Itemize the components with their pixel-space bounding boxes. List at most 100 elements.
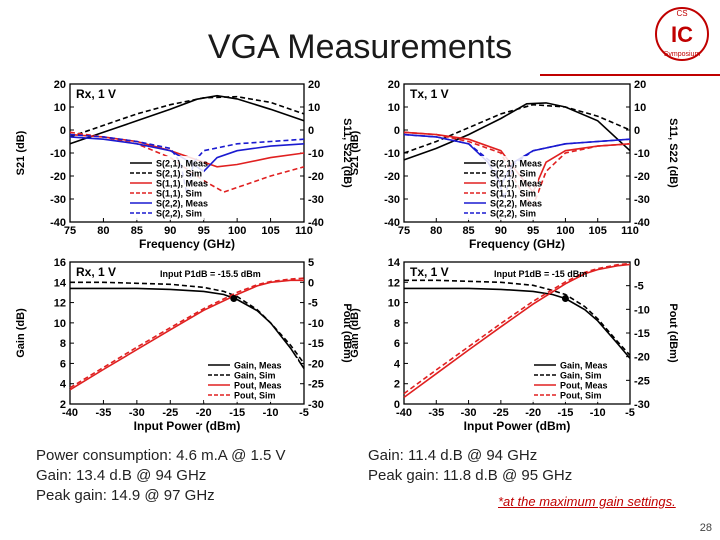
y-right-tick-label: 0	[308, 125, 314, 137]
slide-title: VGA Measurements	[207, 28, 513, 66]
y-left-tick-label: 16	[54, 257, 66, 269]
y-left-tick-label: -20	[50, 171, 66, 183]
y-right-tick-label: -30	[308, 399, 324, 411]
legend-label-s-2-2-meas: S(2,2), Meas	[490, 199, 542, 209]
legend-label-s-1-1-sim: S(1,1), Sim	[156, 189, 202, 199]
x-tick-label: -40	[62, 407, 78, 419]
series-line-pout-sim	[403, 262, 631, 395]
legend-label-s-2-1-sim: S(2,1), Sim	[490, 169, 536, 179]
y-left-tick-label: -10	[384, 148, 400, 160]
legend-label-s-2-1-sim: S(2,1), Sim	[156, 169, 202, 179]
y-right-tick-label: -20	[634, 352, 650, 364]
series-line-pout-meas	[403, 263, 631, 399]
legend-label-pout-meas: Pout, Meas	[234, 381, 282, 391]
plot-frame	[69, 261, 305, 405]
series-line-s-2-1-sim	[403, 103, 631, 154]
y-right-tick-label: 20	[634, 79, 646, 91]
y-right-tick-label: -20	[634, 171, 650, 183]
x-axis-label: Input Power (dBm)	[464, 419, 571, 433]
x-tick-label: 105	[589, 225, 607, 237]
y-right-tick-label: -10	[634, 148, 650, 160]
p1db-marker	[561, 295, 569, 303]
x-tick-label: -10	[590, 407, 606, 419]
panel-label: Tx, 1 V	[410, 265, 449, 279]
logo-main-text: IC	[671, 22, 693, 47]
rx-power-chart: -40 -35 -30 -25 -20 -15 -10 -5 Input Power (dBm)…	[15, 257, 353, 433]
y-right-axis-label: S11, S22 (dB)	[667, 118, 679, 188]
series-line-gain-meas	[70, 287, 305, 369]
y-right-tick-label: -5	[634, 281, 644, 293]
cs-ic-symposium-logo: CS IC Symposium	[655, 7, 709, 61]
y-right-tick-label: -40	[308, 217, 324, 229]
y-left-tick-label: 10	[54, 318, 66, 330]
y-right-tick-label: -30	[308, 194, 324, 206]
y-left-tick-label: -40	[50, 217, 66, 229]
rx-caption: Power consumption: 4.6 m.A @ 1.5 V Gain:…	[36, 446, 286, 506]
x-tick-label: 95	[198, 225, 210, 237]
rx-caption-line: Power consumption: 4.6 m.A @ 1.5 V	[36, 447, 286, 464]
y-right-tick-label: -25	[634, 375, 650, 387]
y-left-tick-label: 10	[54, 102, 66, 114]
y-right-tick-label: -15	[308, 338, 324, 350]
y-left-tick-label: 4	[394, 358, 401, 370]
x-tick-label: -30	[461, 407, 477, 419]
x-tick-label: -30	[129, 407, 145, 419]
y-left-tick-label: 14	[54, 277, 67, 289]
legend-label-s-2-1-meas: S(2,1), Meas	[490, 159, 542, 169]
x-tick-label: 75	[398, 225, 410, 237]
tx-caption-line: Peak gain: 11.8 d.B @ 95 GHz	[368, 467, 573, 484]
x-axis-label: Frequency (GHz)	[139, 237, 235, 251]
y-right-tick-label: -10	[634, 304, 650, 316]
legend-label-s-2-2-meas: S(2,2), Meas	[156, 199, 208, 209]
x-axis-label: Frequency (GHz)	[469, 237, 565, 251]
y-left-tick-label: 20	[388, 79, 400, 91]
series-line-gain-sim	[70, 281, 305, 364]
y-right-tick-label: -30	[634, 399, 650, 411]
y-right-tick-label: -30	[634, 194, 650, 206]
legend-label-s-1-1-meas: S(1,1), Meas	[156, 179, 208, 189]
y-left-tick-label: -40	[384, 217, 400, 229]
y-right-tick-label: 0	[634, 257, 640, 269]
p1db-marker	[230, 295, 238, 303]
legend-label-pout-sim: Pout, Sim	[560, 391, 602, 401]
y-right-tick-label: 0	[308, 277, 314, 289]
panel-label: Rx, 1 V	[76, 87, 116, 101]
legend-label-s-2-2-sim: S(2,2), Sim	[156, 209, 202, 219]
legend-background	[126, 156, 204, 220]
y-right-tick-label: 0	[634, 125, 640, 137]
y-left-tick-label: 6	[60, 358, 66, 370]
y-left-tick-label: -30	[50, 194, 66, 206]
y-left-tick-label: 4	[60, 379, 67, 391]
x-tick-label: 85	[462, 225, 474, 237]
x-tick-label: -15	[557, 407, 573, 419]
y-right-axis-label: Pout (dBm)	[667, 303, 679, 363]
series-line-gain-sim	[404, 279, 631, 356]
x-tick-label: -10	[263, 407, 279, 419]
logo-bottom-text: Symposium	[664, 51, 701, 58]
y-left-tick-label: 8	[394, 318, 400, 330]
x-tick-label: 75	[64, 225, 76, 237]
series-line-s-2-1-sim	[69, 95, 305, 138]
panel-label: Tx, 1 V	[410, 87, 449, 101]
x-tick-label: 90	[164, 225, 176, 237]
y-right-tick-label: 20	[308, 79, 320, 91]
x-tick-label: -25	[162, 407, 178, 419]
y-right-tick-label: -15	[634, 328, 650, 340]
rx-caption-line: Gain: 13.4 d.B @ 94 GHz	[36, 467, 207, 484]
x-tick-label: -20	[196, 407, 212, 419]
y-right-axis-label: S11, S22 (dB)	[341, 118, 353, 188]
x-tick-label: 100	[228, 225, 246, 237]
x-tick-label: -35	[95, 407, 111, 419]
page-number: 28	[699, 522, 712, 534]
x-tick-label: -25	[493, 407, 509, 419]
y-right-tick-label: -20	[308, 358, 324, 370]
tx-caption-line: Gain: 11.4 d.B @ 94 GHz	[368, 447, 538, 464]
y-left-tick-label: -30	[384, 194, 400, 206]
x-tick-label: 80	[97, 225, 109, 237]
legend-label-s-2-2-sim: S(2,2), Sim	[490, 209, 536, 219]
y-left-tick-label: 6	[394, 338, 400, 350]
footnote: *at the maximum gain settings.	[498, 494, 676, 509]
y-right-tick-label: -20	[308, 171, 324, 183]
